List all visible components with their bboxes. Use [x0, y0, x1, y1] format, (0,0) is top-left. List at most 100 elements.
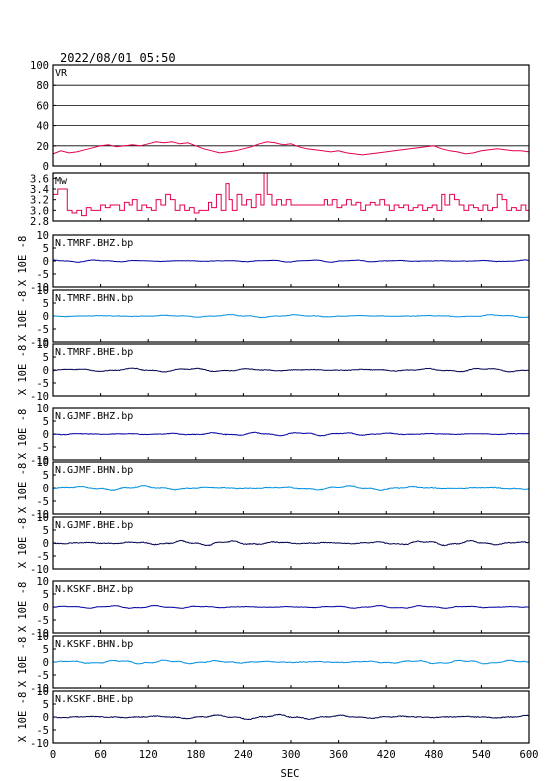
y-tick-label: -10: [30, 337, 49, 349]
y-tick-label: 3.6: [30, 173, 49, 185]
panel-label: N.GJMF.BHE.bp: [55, 520, 133, 531]
x-tick-label: 240: [234, 749, 253, 761]
y-tick-label: -5: [36, 725, 49, 737]
y-tick-label: -10: [30, 738, 49, 750]
y-tick-label: 100: [30, 60, 49, 72]
y-tick-label: 0: [43, 712, 49, 724]
panel-label: N.KSKF.BHZ.bp: [55, 584, 133, 595]
y-tick-label: 5: [43, 352, 49, 364]
x-tick-label: 540: [472, 749, 491, 761]
y-tick-label: 40: [36, 121, 49, 133]
x-tick-label: 480: [424, 749, 443, 761]
y-tick-label: 5: [43, 416, 49, 428]
x-tick-label: 600: [520, 749, 539, 761]
y-tick-label: -5: [36, 670, 49, 682]
x-tick-label: 180: [186, 749, 205, 761]
y-tick-label: 5: [43, 525, 49, 537]
y-tick-label: 0: [43, 161, 49, 173]
series-line: [52, 485, 530, 492]
series-line: [52, 367, 529, 373]
series-line: [53, 172, 530, 217]
panel-2: 2.83.03.23.43.6 Mw: [30, 172, 530, 228]
y-tick-label: 0: [43, 429, 49, 441]
y-tick-label: 5: [43, 470, 49, 482]
y-tick-label: 0: [43, 256, 49, 268]
y-tick-label: 0: [43, 483, 49, 495]
y-axis-label: X 10E -8: [17, 463, 29, 514]
y-tick-label: 2.8: [30, 216, 49, 228]
panel-label: N.KSKF.BHN.bp: [55, 639, 133, 650]
y-tick-label: -10: [30, 628, 49, 640]
series-line: [52, 141, 530, 156]
y-axis-label: X 10E -8: [17, 409, 29, 460]
y-tick-label: 80: [36, 80, 49, 92]
y-tick-label: -10: [30, 564, 49, 576]
y-tick-label: 5: [43, 589, 49, 601]
y-axis-label: X 10E -8: [17, 518, 29, 569]
x-tick-label: 60: [94, 749, 107, 761]
y-tick-label: -5: [36, 442, 49, 454]
y-tick-label: 0: [43, 602, 49, 614]
y-tick-label: -10: [30, 683, 49, 695]
x-tick-label: 120: [139, 749, 158, 761]
y-axis-label: X 10E -8: [17, 291, 29, 342]
y-tick-label: 10: [36, 285, 49, 297]
panel-label: N.GJMF.BHN.bp: [55, 465, 133, 476]
y-axis-label: X 10E -8: [17, 345, 29, 396]
y-tick-label: 5: [43, 298, 49, 310]
y-tick-label: 60: [36, 100, 49, 112]
y-tick-label: -10: [30, 455, 49, 467]
y-tick-label: 0: [43, 365, 49, 377]
y-axis-label: X 10E -8: [17, 637, 29, 688]
panel-label: N.KSKF.BHE.bp: [55, 694, 133, 705]
panel-frame: [52, 172, 530, 222]
panel-label: N.TMRF.BHZ.bp: [55, 238, 133, 249]
y-tick-label: -5: [36, 324, 49, 336]
panel-frame: [52, 64, 530, 167]
y-tick-label: 10: [36, 339, 49, 351]
y-axis-label: X 10E -8: [17, 692, 29, 743]
y-tick-label: -5: [36, 496, 49, 508]
x-axis-label: SEC: [281, 768, 300, 780]
panel-1: 0 20 40 60 80 100 VR: [30, 60, 530, 173]
y-tick-label: 3.2: [30, 195, 49, 207]
y-axis-label: X 10E -8: [17, 236, 29, 287]
y-tick-label: 5: [43, 699, 49, 711]
y-tick-label: -5: [36, 615, 49, 627]
panel-label: Mw: [55, 176, 68, 187]
x-tick-label: 360: [329, 749, 348, 761]
y-tick-label: 3.4: [30, 184, 49, 196]
series-line: [52, 539, 530, 547]
panel-label: N.TMRF.BHE.bp: [55, 347, 133, 358]
series-line: [52, 259, 530, 263]
series-line: [52, 431, 530, 437]
y-tick-label: 10: [36, 512, 49, 524]
y-tick-label: 10: [36, 457, 49, 469]
series-line: [52, 713, 530, 721]
panel-label: N.GJMF.BHZ.bp: [55, 411, 133, 422]
panel-label: N.TMRF.BHN.bp: [55, 293, 133, 304]
y-tick-label: -5: [36, 378, 49, 390]
x-tick-label: 0: [50, 749, 56, 761]
y-tick-label: -10: [30, 282, 49, 294]
y-tick-label: 0: [43, 657, 49, 669]
y-tick-label: 0: [43, 311, 49, 323]
series-line: [52, 313, 530, 319]
panel-label: VR: [55, 68, 68, 79]
x-tick-label: 420: [377, 749, 396, 761]
y-tick-label: 0: [43, 538, 49, 550]
chart-title: 2022/08/01 05:50: [60, 51, 176, 65]
y-tick-label: -5: [36, 551, 49, 563]
y-axis-label: X 10E -8: [17, 582, 29, 633]
y-tick-label: 20: [36, 141, 49, 153]
y-tick-label: 5: [43, 243, 49, 255]
